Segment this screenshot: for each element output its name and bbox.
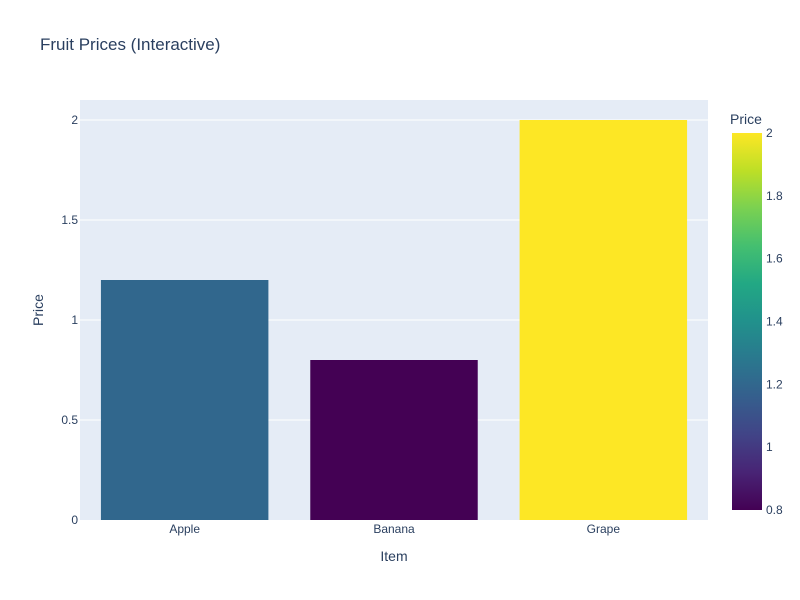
bar-layer	[100, 120, 688, 520]
x-tick-label: Grape	[587, 522, 621, 536]
colorbar-tick-label: 1	[766, 440, 773, 454]
x-axis: Apple Banana Grape	[169, 522, 620, 536]
colorbar-gradient	[732, 133, 762, 510]
y-tick-label: 1	[71, 313, 78, 327]
colorbar: Price 0.8 1 1.2 1.4 1.6 1.8 2	[730, 111, 783, 517]
bar[interactable]	[310, 360, 478, 520]
y-tick-label: 0.5	[61, 413, 78, 427]
bar[interactable]	[100, 280, 269, 520]
x-tick-label: Apple	[169, 522, 200, 536]
chart-title: Fruit Prices (Interactive)	[40, 35, 220, 54]
y-axis-title: Price	[30, 294, 46, 326]
colorbar-tick-label: 1.6	[766, 252, 783, 266]
y-tick-label: 2	[71, 113, 78, 127]
y-axis: 0 0.5 1 1.5 2	[61, 113, 78, 527]
colorbar-tick-label: 2	[766, 126, 773, 140]
x-tick-label: Banana	[373, 522, 415, 536]
y-tick-label: 1.5	[61, 213, 78, 227]
x-axis-title: Item	[380, 548, 407, 564]
bar[interactable]	[519, 120, 688, 520]
colorbar-tick-label: 1.8	[766, 189, 783, 203]
colorbar-title: Price	[730, 111, 762, 127]
colorbar-tick-label: 1.4	[766, 315, 783, 329]
y-tick-label: 0	[71, 513, 78, 527]
colorbar-tick-label: 0.8	[766, 503, 783, 517]
colorbar-tick-label: 1.2	[766, 377, 783, 391]
